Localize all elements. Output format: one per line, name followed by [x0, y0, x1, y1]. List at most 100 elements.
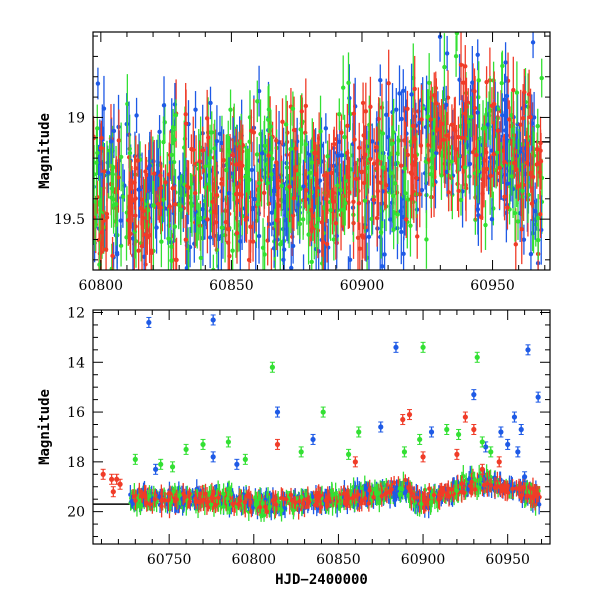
data-point-blue [532, 182, 538, 240]
data-point-green [246, 148, 251, 214]
data-point-red [339, 114, 344, 151]
data-point-red [534, 140, 539, 189]
data-point-blue [250, 190, 255, 226]
data-point-blue [394, 88, 399, 132]
data-point-red [133, 199, 138, 232]
y-tick-label: 14 [67, 355, 85, 371]
data-point-red [297, 495, 302, 508]
outlier-point-green [479, 436, 485, 448]
data-point-red [474, 124, 479, 186]
plot-area [93, 32, 550, 270]
data-point-green [255, 187, 261, 222]
data-point-red [135, 144, 140, 177]
outlier-point-green [269, 361, 276, 373]
data-point-green [369, 202, 374, 236]
data-point-blue [517, 131, 523, 172]
outlier-point-blue [234, 458, 240, 470]
data-point-green [221, 498, 226, 515]
y-axis-title: Magnitude [37, 389, 53, 465]
data-point-green [120, 181, 126, 212]
data-point-blue [255, 241, 257, 270]
data-point-red [514, 480, 519, 497]
data-point-red [528, 152, 533, 193]
data-point-green [278, 228, 283, 261]
data-point-blue [475, 80, 480, 145]
data-point-blue [269, 189, 275, 237]
data-point-red [136, 220, 141, 270]
data-point-blue [366, 200, 372, 270]
data-point-green [260, 218, 266, 270]
data-point-red [127, 178, 133, 250]
data-point-red [412, 135, 417, 177]
data-point-red [427, 483, 432, 495]
data-point-green [265, 160, 270, 206]
data-point-green [442, 33, 447, 101]
outlier-point-blue [310, 433, 316, 445]
outlier-point-red [400, 414, 406, 426]
data-point-red [431, 486, 437, 505]
data-point-red [434, 107, 440, 152]
data-point-red [264, 504, 270, 519]
data-point-red [274, 190, 280, 251]
outlier-point-red [109, 473, 115, 485]
data-point-red [445, 70, 451, 126]
data-point-red [138, 191, 144, 226]
outlier-point-blue [210, 451, 216, 463]
data-point-red [234, 128, 239, 201]
data-point-green [306, 204, 311, 265]
data-point-red [189, 134, 194, 164]
data-point-red [374, 189, 380, 247]
data-point-red [182, 492, 187, 503]
y-tick-label: 19.5 [54, 212, 85, 228]
data-point-red [326, 489, 332, 508]
data-point-red [141, 176, 146, 246]
data-point-blue [114, 226, 120, 270]
data-point-red [173, 184, 178, 224]
data-point-red [436, 490, 441, 509]
data-point-blue [154, 201, 159, 254]
data-point-blue [217, 264, 219, 270]
data-point-blue [370, 123, 375, 160]
data-point-green [225, 491, 230, 507]
data-point-red [193, 495, 199, 509]
data-point-green [341, 55, 346, 120]
data-point-green [483, 200, 488, 250]
data-point-green [298, 95, 303, 164]
data-point-blue [200, 194, 205, 225]
data-point-red [538, 116, 543, 170]
outlier-point-blue [535, 391, 541, 403]
outlier-point-green [356, 426, 362, 438]
data-point-green [454, 480, 459, 502]
data-point-red [248, 190, 253, 263]
data-point-green [230, 229, 235, 270]
outlier-point-red [406, 409, 413, 421]
data-point-red [242, 495, 248, 510]
data-point-green [151, 185, 156, 226]
data-point-blue [417, 100, 422, 145]
data-point-green [171, 486, 176, 497]
data-point-green [478, 467, 483, 491]
data-point-red [409, 179, 414, 219]
data-point-red [317, 486, 323, 505]
data-point-green [228, 89, 233, 130]
x-tick-label: 60850 [316, 552, 361, 568]
data-point-red [144, 156, 149, 193]
data-point-blue [252, 164, 257, 234]
data-point-blue [207, 206, 213, 269]
data-point-red [149, 223, 154, 270]
x-tick-label: 60950 [485, 552, 530, 568]
data-point-red [98, 123, 104, 173]
x-tick-label: 60950 [470, 278, 515, 294]
data-point-red [524, 127, 530, 198]
data-point-blue [281, 218, 287, 270]
data-point-blue [392, 494, 397, 507]
data-point-red [223, 202, 229, 242]
data-point-red [147, 498, 153, 511]
data-point-red [368, 76, 373, 137]
data-point-red [410, 107, 416, 144]
data-point-red [511, 56, 516, 124]
data-point-red [206, 118, 211, 157]
data-point-green [494, 135, 500, 170]
data-point-green [178, 174, 184, 246]
